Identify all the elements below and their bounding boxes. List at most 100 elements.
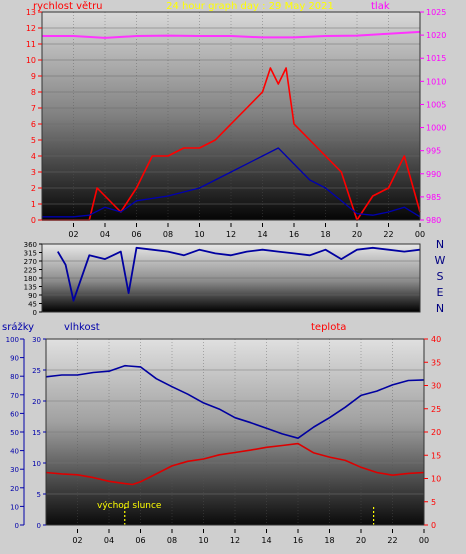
direction-y-tick-label: 45 <box>28 301 37 309</box>
wind-y-tick-label: 10 <box>26 56 36 65</box>
pressure-y-tick-label: 1025 <box>426 8 446 17</box>
compass-label: E <box>437 286 444 299</box>
temp-tick-label: 15 <box>431 451 441 460</box>
humidity-label: vlhkost <box>64 322 100 333</box>
wind-y-tick-label: 6 <box>31 120 36 129</box>
precip-tick-label: 40 <box>10 448 19 456</box>
precip-tick-label: 80 <box>10 373 19 381</box>
wind-speed-label: rychlost větru <box>33 0 103 12</box>
humidity-x-tick-label: 00 <box>419 536 429 545</box>
wind-x-tick-label: 06 <box>131 230 141 239</box>
wind-y-tick-label: 4 <box>31 152 36 161</box>
wind-x-tick-label: 04 <box>100 230 110 239</box>
wind-x-ticks: 02 04 06 08 10 12 14 16 18 20 22 00 <box>68 223 425 239</box>
precip-tick-label: 60 <box>10 410 19 418</box>
wind-x-tick-label: 16 <box>289 230 299 239</box>
direction-y-tick-label: 135 <box>24 284 37 292</box>
direction-series <box>57 246 421 302</box>
temp-tick-label: 25 <box>431 405 441 414</box>
wind-y-tick-label: 11 <box>26 40 36 49</box>
wind-plot-area <box>42 12 420 220</box>
direction-y-tick-label: 90 <box>28 292 37 300</box>
humidity-x-tick-label: 16 <box>293 536 303 545</box>
humidity-tick-label: 20 <box>32 398 41 406</box>
wind-y-tick-label: 12 <box>26 24 36 33</box>
direction-series-line <box>57 246 421 302</box>
pressure-y-tick-label: 1010 <box>426 77 446 86</box>
wind-x-tick-label: 12 <box>226 230 236 239</box>
humidity-ticks: 0 10 20 30 40 50 60 70 80 90 100 0 5 10 15 20 25 30 0 5 10 15… <box>6 335 442 530</box>
pressure-y-tick-label: 980 <box>426 216 441 225</box>
humidity-x-tick-label: 22 <box>387 536 397 545</box>
wind-series <box>42 30 421 221</box>
humidity-x-tick-label: 06 <box>135 536 145 545</box>
precip-tick-label: 20 <box>10 485 19 493</box>
temperature-label: teplota <box>311 322 346 333</box>
humidity-x-tick-label: 04 <box>104 536 114 545</box>
wind-y-tick-label: 2 <box>31 184 36 193</box>
compass-label: W <box>435 254 446 267</box>
humidity-temp-panel: 0102030405060708090100051015202530051015… <box>2 321 441 545</box>
precip-tick-label: 10 <box>10 503 19 511</box>
wind-y-tick-label: 8 <box>31 88 36 97</box>
pressure-y-ticks: 980 985 990 995 1000 1005 1010 1015 1020 1025 <box>420 8 446 225</box>
direction-y-tick-label: 180 <box>24 275 37 283</box>
humidity-tick-label: 30 <box>32 336 41 344</box>
humidity-tick-label: 5 <box>37 491 41 499</box>
wind-series-line <box>42 147 421 218</box>
direction-grid <box>42 260 420 296</box>
humidity-x-tick-label: 08 <box>167 536 177 545</box>
humidity-tick-label: 0 <box>37 522 41 530</box>
precip-tick-label: 70 <box>10 392 19 400</box>
humidity-tick-label: 25 <box>32 367 41 375</box>
direction-y-tick-label: 0 <box>33 309 37 317</box>
humidity-x-tick-label: 14 <box>261 536 271 545</box>
humidity-tick-label: 15 <box>32 429 41 437</box>
temp-tick-label: 10 <box>431 475 441 484</box>
wind-plot-frame <box>41 11 421 221</box>
wind-y-tick-label: 5 <box>31 136 36 145</box>
humidity-x-tick-label: 10 <box>198 536 208 545</box>
compass-label: S <box>437 270 444 283</box>
pressure-y-tick-label: 985 <box>426 193 441 202</box>
humidity-x-tick-label: 18 <box>324 536 334 545</box>
precip-tick-label: 90 <box>10 355 19 363</box>
humidity-x-tick-label: 12 <box>230 536 240 545</box>
wind-series-line <box>42 30 421 39</box>
temp-tick-label: 20 <box>431 428 441 437</box>
precip-label: srážky <box>2 321 34 333</box>
wind-x-tick-label: 20 <box>352 230 362 239</box>
humidity-x-ticks: 02 04 06 08 10 12 14 16 18 20 22 00 <box>72 529 429 545</box>
pressure-y-tick-label: 1020 <box>426 31 446 40</box>
temp-tick-label: 5 <box>431 498 436 507</box>
direction-y-tick-label: 270 <box>24 258 37 266</box>
precip-tick-label: 0 <box>15 522 19 530</box>
temp-tick-label: 0 <box>431 521 436 530</box>
wind-x-tick-label: 10 <box>194 230 204 239</box>
compass-label: N <box>436 302 444 315</box>
direction-y-tick-label: 315 <box>24 250 37 258</box>
pressure-y-tick-label: 990 <box>426 170 441 179</box>
wind-y-tick-label: 3 <box>31 168 36 177</box>
chart-title: 24 hour graph day : 29 May 2021 <box>166 1 334 12</box>
wind-series-line <box>42 67 421 221</box>
wind-x-tick-label: 00 <box>415 230 425 239</box>
wind-x-tick-label: 08 <box>163 230 173 239</box>
wind-x-tick-label: 14 <box>257 230 267 239</box>
wind-y-tick-label: 9 <box>31 72 36 81</box>
temp-tick-label: 35 <box>431 358 441 367</box>
wind-y-tick-label: 0 <box>31 216 36 225</box>
wind-x-tick-label: 02 <box>68 230 78 239</box>
temp-tick-label: 30 <box>431 382 441 391</box>
precip-tick-label: 50 <box>10 429 19 437</box>
pressure-y-tick-label: 995 <box>426 147 441 156</box>
precip-tick-label: 30 <box>10 466 19 474</box>
humidity-x-tick-label: 20 <box>356 536 366 545</box>
pressure-label: tlak <box>371 1 390 12</box>
